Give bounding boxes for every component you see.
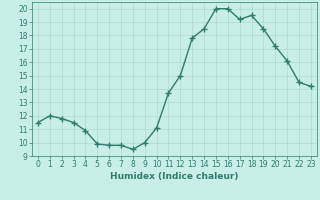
X-axis label: Humidex (Indice chaleur): Humidex (Indice chaleur) [110, 172, 239, 181]
